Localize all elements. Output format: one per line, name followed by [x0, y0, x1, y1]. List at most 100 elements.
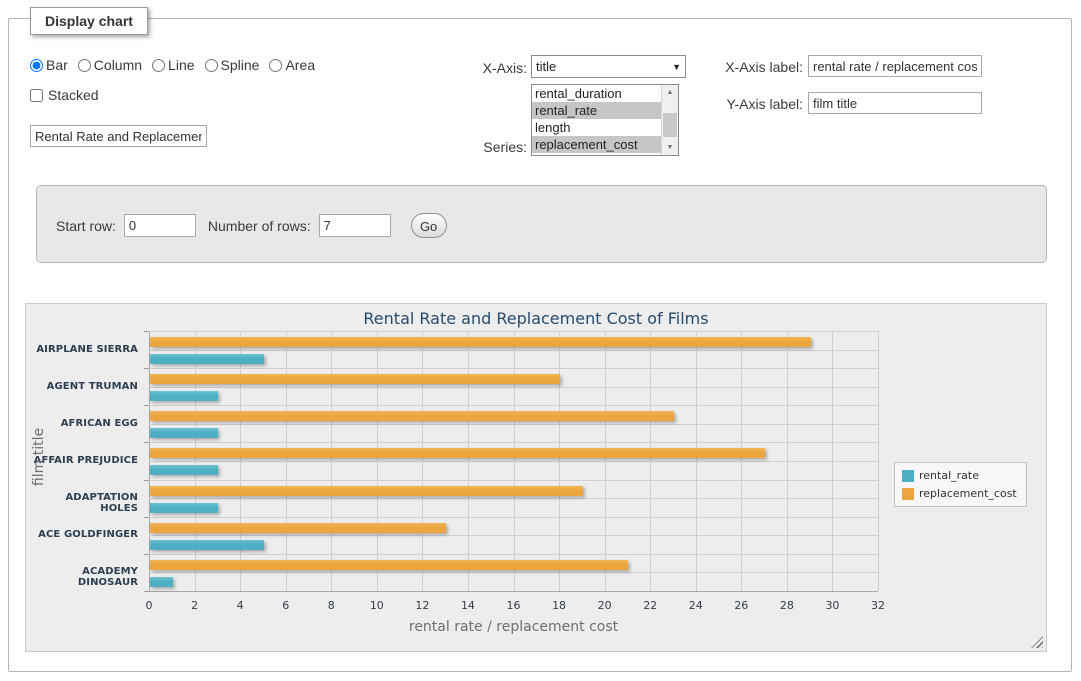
bar-replacement_cost[interactable] [150, 337, 811, 347]
num-rows-input[interactable] [319, 214, 391, 237]
chart-type-label: Bar [46, 57, 68, 73]
x-tick-label: 30 [825, 599, 839, 612]
x-tick-label: 32 [871, 599, 885, 612]
gridline [149, 424, 878, 425]
y-axis-tick [144, 554, 149, 555]
bar-replacement_cost[interactable] [150, 486, 583, 496]
category-label: ACE GOLDFINGER [26, 529, 144, 540]
bar-rental_rate[interactable] [150, 391, 218, 401]
y-axis-label-input[interactable] [808, 92, 982, 114]
x-tick-label: 26 [734, 599, 748, 612]
x-axis-label-field-label: X-Axis label: [713, 59, 803, 75]
y-axis-tick [144, 331, 149, 332]
x-tick-label: 18 [552, 599, 566, 612]
scroll-up-icon[interactable]: ▲ [662, 85, 678, 100]
bar-rental_rate[interactable] [150, 577, 173, 587]
scrollbar-thumb[interactable] [663, 113, 677, 137]
go-button[interactable]: Go [411, 213, 447, 238]
chart-type-option-bar[interactable]: Bar [30, 57, 68, 73]
start-row-input[interactable] [124, 214, 196, 237]
bar-rental_rate[interactable] [150, 428, 218, 438]
gridline [149, 554, 878, 555]
gridline [149, 405, 878, 406]
x-tick-label: 10 [370, 599, 384, 612]
x-tick-label: 22 [643, 599, 657, 612]
resize-grip-icon[interactable] [1031, 636, 1043, 648]
series-multiselect[interactable]: rental_durationrental_ratelengthreplacem… [531, 84, 679, 156]
chart-type-option-area[interactable]: Area [269, 57, 315, 73]
bar-replacement_cost[interactable] [150, 523, 446, 533]
start-row-label: Start row: [56, 218, 116, 234]
legend-item[interactable]: replacement_cost [902, 487, 1017, 500]
chart-type-option-spline[interactable]: Spline [205, 57, 260, 73]
x-tick-label: 14 [461, 599, 475, 612]
series-option[interactable]: rental_duration [532, 85, 661, 102]
row-controls-panel: Start row: Number of rows: Go [36, 185, 1047, 263]
stacked-checkbox[interactable] [30, 89, 43, 102]
series-options: rental_durationrental_ratelengthreplacem… [532, 85, 661, 155]
x-axis-select-label: X-Axis: [447, 60, 527, 76]
bar-replacement_cost[interactable] [150, 560, 628, 570]
bar-rental_rate[interactable] [150, 540, 264, 550]
page: Display chart Bar Column Line Spline Are… [0, 0, 1081, 681]
legend-label: replacement_cost [919, 487, 1017, 500]
x-tick-labels: 02468101214161820222426283032 [149, 599, 878, 613]
chart-type-radio[interactable] [78, 59, 91, 72]
gridline [149, 387, 878, 388]
x-tick-label: 16 [507, 599, 521, 612]
chart-type-label: Column [94, 57, 142, 73]
x-tick-label: 6 [282, 599, 289, 612]
x-axis-label-input[interactable] [808, 55, 982, 77]
chart-type-radio[interactable] [269, 59, 282, 72]
gridline [878, 331, 879, 591]
y-axis-tick [144, 368, 149, 369]
series-option[interactable]: rental_rate [532, 102, 661, 119]
x-tick-label: 12 [415, 599, 429, 612]
bar-replacement_cost[interactable] [150, 411, 674, 421]
y-axis-tick [144, 405, 149, 406]
category-label: AIRPLANE SIERRA [26, 344, 144, 355]
legend-item[interactable]: rental_rate [902, 469, 1017, 482]
bar-rental_rate[interactable] [150, 354, 264, 364]
gridline [149, 535, 878, 536]
num-rows-label: Number of rows: [208, 218, 311, 234]
chart-type-radio[interactable] [30, 59, 43, 72]
gridline [149, 480, 878, 481]
bar-rental_rate[interactable] [150, 465, 218, 475]
y-axis-tick [144, 442, 149, 443]
gridline [149, 517, 878, 518]
gridline [149, 442, 878, 443]
chart-type-radio-group: Bar Column Line Spline Area [30, 57, 321, 73]
gridline [149, 461, 878, 462]
chart-type-option-line[interactable]: Line [152, 57, 194, 73]
y-axis-tick [144, 480, 149, 481]
gridline [149, 331, 878, 332]
chart-type-radio[interactable] [152, 59, 165, 72]
chart-type-option-column[interactable]: Column [78, 57, 142, 73]
x-axis-select[interactable]: title ▼ [531, 55, 686, 78]
series-option[interactable]: replacement_cost [532, 136, 661, 153]
legend-swatch-icon [902, 470, 914, 482]
gridline [149, 368, 878, 369]
category-label: AGENT TRUMAN [26, 381, 144, 392]
chart-type-radio[interactable] [205, 59, 218, 72]
bar-rental_rate[interactable] [150, 503, 218, 513]
x-tick-label: 4 [237, 599, 244, 612]
gridline [149, 498, 878, 499]
y-axis-tick [144, 591, 149, 592]
plot-area [149, 331, 878, 591]
y-axis-tick [144, 517, 149, 518]
stacked-option[interactable]: Stacked [30, 87, 99, 103]
y-axis-title: film title [31, 392, 47, 522]
gridline [149, 350, 878, 351]
dropdown-arrow-icon: ▼ [672, 62, 681, 72]
stacked-label: Stacked [48, 87, 99, 103]
scroll-down-icon[interactable]: ▼ [662, 140, 678, 155]
x-tick-label: 0 [146, 599, 153, 612]
bar-replacement_cost[interactable] [150, 448, 765, 458]
series-scrollbar[interactable]: ▲ ▼ [661, 85, 678, 155]
bar-replacement_cost[interactable] [150, 374, 560, 384]
chart-title-input[interactable] [30, 125, 207, 147]
gridline [149, 591, 878, 592]
series-option[interactable]: length [532, 119, 661, 136]
